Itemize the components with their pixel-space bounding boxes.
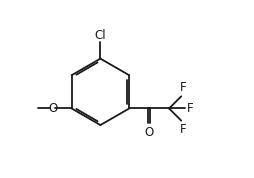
Text: F: F — [179, 122, 186, 135]
Text: F: F — [187, 102, 194, 115]
Text: O: O — [48, 102, 57, 115]
Text: Cl: Cl — [94, 29, 106, 42]
Text: O: O — [145, 125, 154, 138]
Text: F: F — [179, 81, 186, 94]
